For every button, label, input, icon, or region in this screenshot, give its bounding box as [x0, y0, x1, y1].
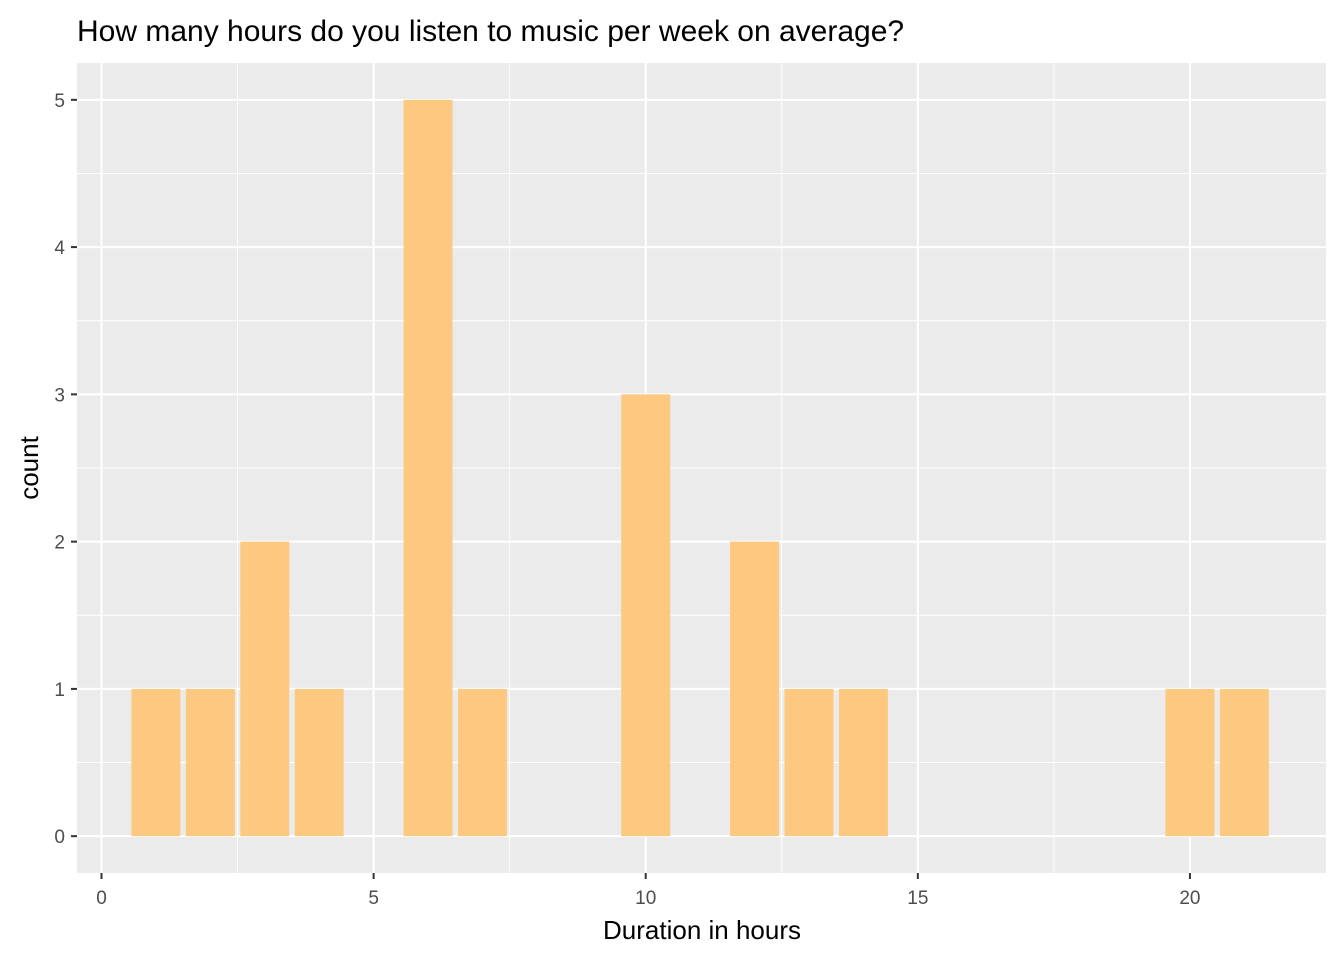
y-tick-label: 1	[54, 680, 65, 701]
bar	[621, 394, 671, 837]
y-tick-label: 0	[54, 827, 65, 848]
bar	[457, 688, 507, 837]
bar	[838, 688, 888, 837]
bar	[784, 688, 834, 837]
y-tick-label: 2	[54, 533, 65, 554]
x-axis-title: Duration in hours	[603, 915, 801, 945]
y-axis-title: count	[14, 435, 44, 499]
x-tick-label: 15	[907, 888, 928, 909]
bar	[730, 541, 780, 837]
y-tick-label: 5	[54, 91, 65, 112]
x-tick-label: 5	[368, 888, 379, 909]
bar	[294, 688, 344, 837]
bar	[185, 688, 235, 837]
bar	[1219, 688, 1269, 837]
y-tick-label: 4	[54, 238, 65, 259]
x-tick-label: 10	[635, 888, 656, 909]
x-tick-label: 20	[1179, 888, 1200, 909]
chart-title: How many hours do you listen to music pe…	[77, 15, 904, 48]
bars	[131, 99, 1269, 837]
bar	[131, 688, 181, 837]
y-axis-ticks: 0 1 2 3 4 5	[54, 91, 77, 848]
bar	[403, 99, 453, 837]
bar	[240, 541, 290, 837]
bar	[1165, 688, 1215, 837]
x-axis-ticks: 0 5 10 15 20	[96, 873, 1201, 909]
y-tick-label: 3	[54, 385, 65, 406]
x-tick-label: 0	[96, 888, 107, 909]
grid-minor	[77, 63, 1326, 873]
